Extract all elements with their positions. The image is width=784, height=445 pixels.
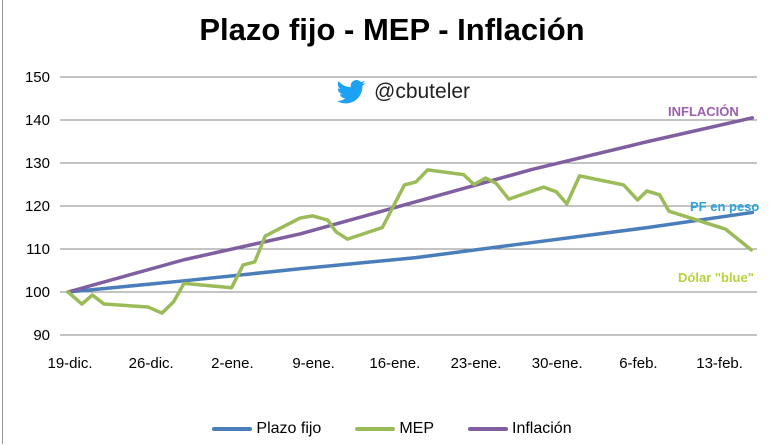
y-tick-label: 120 <box>25 198 50 215</box>
legend-item: Inflación <box>468 420 572 438</box>
x-tick-label: 2-ene. <box>211 355 254 372</box>
legend-swatch <box>212 427 253 431</box>
series-line-plazo-fijo <box>66 210 755 294</box>
x-tick-label: 6-feb. <box>619 355 657 372</box>
series-line-mep <box>66 168 753 315</box>
x-tick-label: 26-dic. <box>129 355 174 372</box>
x-tick-label: 30-ene. <box>532 355 583 372</box>
series-annotation: INFLACIÓN <box>668 104 739 119</box>
legend-swatch <box>468 427 508 431</box>
chart-title: Plazo fijo - MEP - Inflación <box>199 12 585 47</box>
legend-swatch <box>355 427 396 431</box>
legend-label: MEP <box>399 420 434 437</box>
twitter-bird-icon <box>336 80 366 104</box>
x-tick-label: 9-ene. <box>292 355 335 372</box>
twitter-handle: @cbuteler <box>336 80 470 104</box>
legend-item: MEP <box>355 420 434 438</box>
legend-label: Plazo fijo <box>256 420 322 437</box>
series-annotation: Dólar "blue" <box>678 270 754 285</box>
legend-item: Plazo fijo <box>212 420 321 438</box>
x-tick-label: 23-ene. <box>451 355 502 372</box>
legend-label: Inflación <box>512 420 572 437</box>
y-tick-label: 100 <box>25 284 50 301</box>
y-tick-label: 150 <box>25 69 50 86</box>
series-line-inflación <box>66 116 755 294</box>
y-tick-label: 90 <box>33 327 50 344</box>
y-tick-label: 140 <box>25 112 50 129</box>
x-tick-label: 19-dic. <box>47 355 92 372</box>
x-tick-label: 13-feb. <box>696 355 743 372</box>
legend: Plazo fijo MEP Inflación <box>0 420 784 438</box>
series-annotation: PF en peso <box>690 199 759 214</box>
x-tick-label: 16-ene. <box>369 355 420 372</box>
handle-text: @cbuteler <box>374 80 471 103</box>
y-tick-label: 130 <box>25 155 50 172</box>
y-tick-label: 110 <box>26 241 50 258</box>
